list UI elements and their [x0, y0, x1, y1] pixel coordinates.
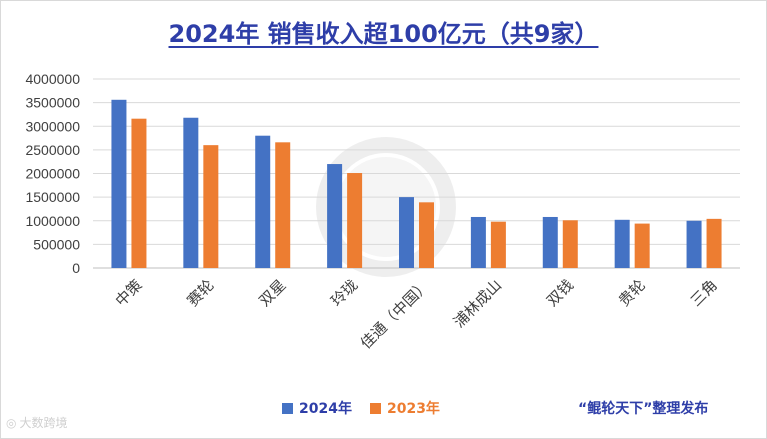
bar-2024: [255, 135, 271, 268]
legend-item-2023: 2023年: [369, 398, 440, 418]
bar-2023: [634, 223, 650, 268]
bar-2024: [183, 117, 199, 269]
legend-swatch-2023: [369, 402, 381, 414]
x-tick-label: 三角: [687, 276, 721, 310]
bar-2024: [111, 99, 127, 268]
x-tick-label: 贵轮: [615, 276, 649, 310]
y-tick-label: 2000000: [25, 166, 80, 182]
bar-2023: [347, 173, 363, 268]
bar-2023: [706, 218, 722, 268]
y-tick-label: 2500000: [25, 142, 80, 158]
y-tick-label: 4000000: [25, 71, 80, 87]
chart-title: 2024年 销售收入超100亿元（共9家）: [168, 20, 599, 48]
bar-2023: [203, 145, 219, 268]
bar-2024: [542, 216, 558, 268]
x-tick-label: 双钱: [543, 276, 577, 310]
bar-2024: [470, 216, 486, 268]
watermark: ◎ 大数跨境: [6, 414, 68, 431]
legend-label-2023: 2023年: [386, 401, 440, 417]
x-tick-label: 玲珑: [327, 276, 361, 310]
watermark-site-text: 大数跨境: [19, 416, 68, 430]
credit-text: “鲲轮天下”整理发布: [578, 401, 709, 417]
y-tick-label: 1000000: [25, 213, 80, 229]
bar-2024: [686, 220, 702, 268]
x-tick-label: 中策: [112, 276, 146, 310]
legend: 2024年 2023年: [282, 398, 450, 418]
x-tick-label: 佳通（中国）: [357, 276, 433, 352]
bar-2023: [131, 118, 147, 268]
y-tick-label: 3500000: [25, 95, 80, 111]
y-tick-label: 1500000: [25, 189, 80, 205]
bar-2024: [614, 219, 630, 268]
x-tick-label: 浦林成山: [450, 276, 505, 331]
bar-2023: [275, 142, 291, 268]
bar-2023: [490, 221, 506, 268]
legend-swatch-2024: [282, 402, 293, 414]
bar-2023: [419, 202, 434, 268]
legend-item-2024: 2024年: [282, 398, 352, 418]
bar-2023: [562, 220, 578, 268]
y-tick-label: 3000000: [25, 118, 80, 134]
bar-2024: [327, 164, 343, 268]
bar-2024: [399, 197, 414, 268]
y-tick-label: 500000: [33, 236, 80, 252]
y-tick-label: 0: [72, 260, 80, 276]
x-tick-label: 双星: [256, 276, 290, 310]
legend-label-2024: 2024年: [299, 401, 352, 417]
x-tick-label: 赛轮: [184, 276, 218, 310]
watermark-icon: ◎: [6, 415, 17, 430]
